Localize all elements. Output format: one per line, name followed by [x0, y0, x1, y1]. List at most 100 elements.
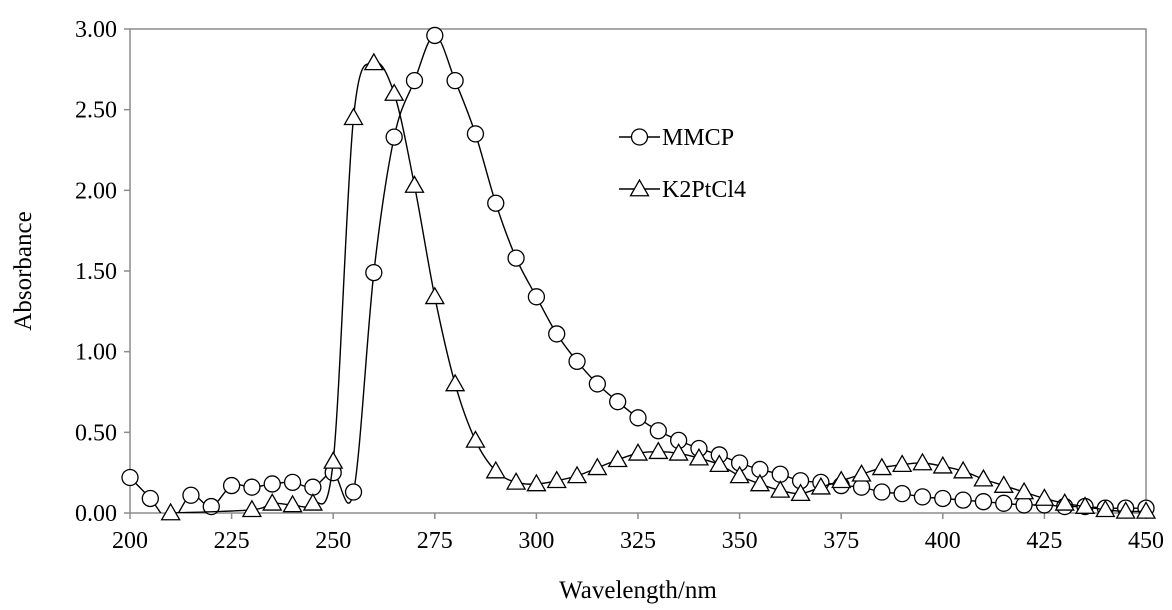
y-tick-label: 0.00 [75, 501, 117, 527]
y-tick-label: 1.00 [75, 340, 117, 366]
data-point-k2ptcl4 [160, 502, 181, 521]
x-tick-label: 375 [823, 528, 859, 554]
data-point-k2ptcl4 [1013, 481, 1035, 500]
data-point-mmcp [913, 488, 932, 506]
data-point-mmcp [974, 493, 993, 511]
x-axis-ticks: 200 225 250 275 300 325 350 375 400 425 450 [112, 513, 1164, 554]
series-k2ptcl4 [160, 52, 1157, 521]
data-point-k2ptcl4 [729, 465, 750, 484]
data-point-mmcp [365, 263, 383, 282]
data-point-k2ptcl4 [302, 493, 324, 511]
data-point-mmcp [893, 484, 911, 503]
data-point-k2ptcl4 [749, 473, 771, 492]
data-point-k2ptcl4 [343, 107, 364, 126]
series-layer [121, 26, 1157, 521]
data-point-mmcp [202, 497, 220, 516]
data-point-k2ptcl4 [505, 472, 527, 490]
y-tick-label: 0.50 [75, 420, 117, 446]
data-point-k2ptcl4 [668, 442, 689, 461]
data-point-mmcp [121, 468, 139, 487]
data-point-k2ptcl4 [952, 460, 974, 479]
y-tick-label: 3.00 [75, 17, 117, 43]
data-point-k2ptcl4 [709, 454, 730, 473]
data-point-mmcp [934, 489, 952, 508]
data-point-mmcp [304, 478, 322, 496]
data-point-k2ptcl4 [1095, 499, 1116, 518]
data-point-mmcp [649, 422, 667, 440]
data-point-k2ptcl4 [1054, 493, 1075, 511]
data-point-k2ptcl4 [241, 499, 263, 518]
legend-item-mmcp: MMCP [619, 125, 734, 151]
data-point-mmcp [609, 393, 627, 411]
legend-marker-k2ptcl4 [629, 178, 650, 197]
data-point-k2ptcl4 [485, 460, 506, 479]
data-point-mmcp [588, 375, 607, 393]
data-point-k2ptcl4 [444, 373, 466, 392]
data-point-k2ptcl4 [323, 451, 344, 469]
data-point-mmcp [771, 465, 789, 483]
data-point-k2ptcl4 [465, 430, 486, 448]
data-point-mmcp [466, 125, 485, 143]
data-point-mmcp [873, 483, 891, 501]
data-point-mmcp [344, 483, 363, 501]
data-point-k2ptcl4 [912, 452, 933, 471]
x-tick-label: 400 [925, 528, 961, 554]
data-point-k2ptcl4 [363, 52, 384, 71]
data-point-mmcp [568, 352, 586, 370]
data-point-mmcp [385, 128, 403, 146]
x-tick-label: 200 [112, 528, 148, 554]
data-point-k2ptcl4 [262, 493, 283, 511]
x-tick-label: 325 [620, 528, 656, 554]
data-point-mmcp [405, 71, 424, 90]
data-point-k2ptcl4 [526, 473, 547, 492]
data-point-k2ptcl4 [851, 463, 872, 482]
data-point-k2ptcl4 [566, 465, 588, 484]
x-tick-label: 450 [1128, 528, 1164, 554]
data-point-k2ptcl4 [424, 286, 445, 305]
data-point-k2ptcl4 [648, 441, 669, 460]
data-point-k2ptcl4 [790, 483, 811, 502]
data-point-k2ptcl4 [688, 447, 710, 466]
data-point-k2ptcl4 [1135, 501, 1157, 519]
data-point-k2ptcl4 [607, 449, 628, 468]
x-tick-label: 300 [518, 528, 554, 554]
data-point-k2ptcl4 [627, 442, 649, 461]
y-axis-ticks: 0.00 0.50 1.00 1.50 2.00 2.50 3.00 [75, 17, 130, 527]
data-point-mmcp [141, 489, 159, 508]
data-point-k2ptcl4 [770, 480, 791, 498]
y-axis-title: Absorbance [10, 211, 37, 330]
data-point-mmcp [182, 486, 200, 504]
x-tick-label: 425 [1026, 528, 1062, 554]
x-tick-label: 250 [315, 528, 351, 554]
data-point-mmcp [629, 409, 647, 427]
data-point-k2ptcl4 [831, 470, 852, 489]
data-point-k2ptcl4 [404, 175, 425, 193]
data-point-mmcp [527, 288, 546, 306]
y-tick-label: 2.00 [75, 178, 117, 204]
data-point-k2ptcl4 [587, 457, 608, 476]
data-point-k2ptcl4 [993, 475, 1014, 493]
data-point-mmcp [507, 249, 525, 267]
data-point-mmcp [426, 26, 444, 45]
legend-label-mmcp: MMCP [662, 125, 734, 151]
y-tick-label: 2.50 [75, 98, 117, 124]
legend-item-k2ptcl4: K2PtCl4 [619, 177, 746, 203]
x-axis-title: Wavelength/nm [559, 577, 717, 604]
data-point-mmcp [995, 494, 1013, 512]
x-tick-label: 275 [417, 528, 453, 554]
data-point-mmcp [222, 476, 241, 495]
data-point-k2ptcl4 [973, 468, 994, 487]
data-point-k2ptcl4 [932, 455, 953, 474]
legend: MMCP K2PtCl4 [619, 125, 746, 203]
data-point-mmcp [548, 325, 566, 343]
legend-label-k2ptcl4: K2PtCl4 [662, 177, 746, 203]
data-point-k2ptcl4 [1074, 496, 1096, 514]
data-point-mmcp [446, 71, 464, 90]
data-point-mmcp [243, 478, 261, 496]
data-point-k2ptcl4 [546, 470, 567, 489]
legend-marker-mmcp [630, 128, 649, 146]
data-point-k2ptcl4 [1115, 501, 1136, 519]
x-tick-label: 350 [722, 528, 758, 554]
